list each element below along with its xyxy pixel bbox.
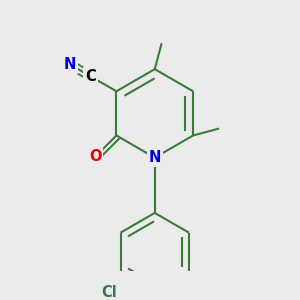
Text: Cl: Cl <box>101 285 117 300</box>
Text: N: N <box>148 150 161 165</box>
Text: O: O <box>89 149 101 164</box>
Text: C: C <box>85 69 96 84</box>
Text: N: N <box>64 57 76 72</box>
